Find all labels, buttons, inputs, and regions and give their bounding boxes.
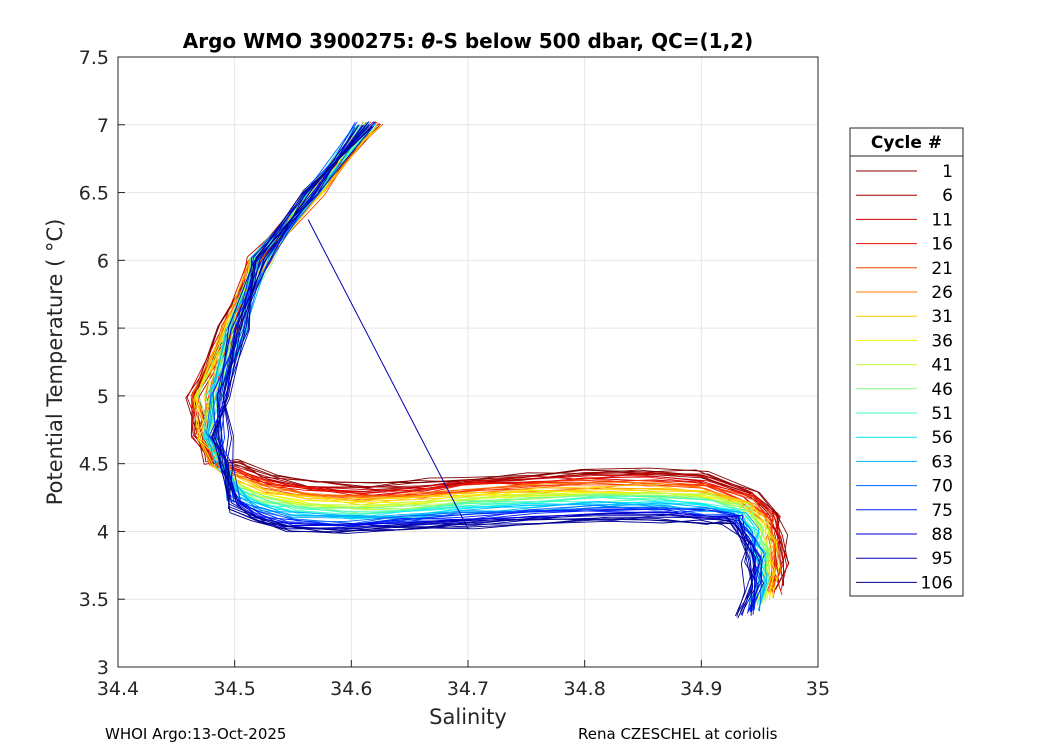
profile-line [215, 126, 759, 613]
profile-line [206, 123, 765, 613]
grid-lines [117, 56, 819, 668]
legend-label: 106 [921, 573, 953, 593]
footer-credit-left: WHOI Argo:13-Oct-2025 [105, 725, 287, 743]
legend-label: 21 [931, 259, 953, 279]
y-tick-label: 5 [97, 386, 109, 408]
profile-line [206, 123, 764, 607]
legend-label: 46 [931, 380, 953, 400]
legend-label: 31 [931, 307, 953, 327]
profile-line [210, 126, 755, 617]
chart-title-theta: θ [421, 29, 435, 53]
x-tick-label: 34.5 [214, 678, 256, 700]
profile-line [207, 121, 767, 611]
profile-line [208, 125, 768, 600]
x-tick-label: 34.7 [447, 678, 489, 700]
profile-line [209, 124, 765, 611]
y-tick-label: 6.5 [79, 183, 109, 205]
profile-line [209, 121, 768, 611]
profile-line [211, 123, 769, 606]
x-axis-label: Salinity [429, 705, 507, 729]
legend-label: 11 [931, 210, 953, 230]
legend-title: Cycle # [871, 133, 942, 153]
profile-line [207, 124, 763, 607]
outlier-line [307, 219, 469, 529]
profile-line [195, 126, 776, 598]
legend-label: 75 [931, 501, 953, 521]
x-tick-label: 35 [806, 678, 830, 700]
data-series [185, 121, 790, 619]
legend-label: 16 [931, 235, 953, 255]
legend-label: 6 [942, 186, 953, 206]
y-tick-label: 4 [97, 521, 109, 543]
profile-line [215, 121, 762, 612]
y-axis-ticks: 3 3.5 4 4.5 5 5.5 6 6.5 7 7.5 [79, 47, 125, 679]
y-tick-label: 5.5 [79, 318, 109, 340]
chart-title-prefix: Argo WMO 3900275: [183, 29, 422, 53]
profile-line [213, 121, 762, 614]
footer-credit-right: Rena CZESCHEL at coriolis [578, 725, 778, 743]
profile-line [218, 125, 760, 613]
legend-label: 36 [931, 331, 953, 351]
profile-line [210, 125, 771, 600]
legend-label: 26 [931, 283, 953, 303]
legend-label: 95 [931, 549, 953, 569]
y-tick-label: 3 [97, 657, 109, 679]
y-tick-label: 4.5 [79, 454, 109, 476]
chart-title-suffix: -S below 500 dbar, QC=(1,2) [435, 29, 753, 53]
profile-line [204, 127, 769, 608]
legend-box [849, 127, 964, 597]
legend-label: 1 [942, 162, 953, 182]
x-tick-label: 34.4 [97, 678, 139, 700]
y-axis-label: Potential Temperature ( °C) [43, 219, 67, 506]
profile-line [205, 126, 769, 606]
legend-label: 88 [931, 525, 953, 545]
x-tick-label: 34.8 [564, 678, 606, 700]
profile-line [195, 126, 774, 599]
profile-line [212, 121, 761, 610]
profile-line [202, 126, 772, 604]
y-tick-label: 6 [97, 250, 109, 272]
legend: Cycle #161116212631364146515663707588951… [849, 127, 964, 597]
legend-label: 70 [931, 477, 953, 497]
profile-line [211, 122, 754, 615]
profile-line [216, 124, 750, 617]
profile-line [222, 124, 753, 616]
profile-line [205, 127, 771, 608]
y-tick-label: 7.5 [79, 47, 109, 69]
legend-label: 63 [931, 452, 953, 472]
annotations [307, 219, 469, 529]
x-tick-label: 34.9 [680, 678, 722, 700]
y-tick-label: 3.5 [79, 589, 109, 611]
profile-line [212, 127, 756, 615]
y-tick-label: 7 [97, 115, 109, 137]
chart-title: Argo WMO 3900275: θ-S below 500 dbar, QC… [183, 29, 753, 53]
legend-label: 41 [931, 356, 953, 376]
legend-label: 51 [931, 404, 953, 424]
legend-label: 56 [931, 428, 953, 448]
profile-line [197, 127, 771, 601]
profile-line [218, 122, 757, 610]
profile-line [190, 121, 778, 598]
profile-line [215, 123, 766, 605]
x-axis-ticks: 34.4 34.5 34.6 34.7 34.8 34.9 35 [97, 660, 830, 700]
x-tick-label: 34.6 [330, 678, 372, 700]
profile-line [222, 124, 753, 619]
